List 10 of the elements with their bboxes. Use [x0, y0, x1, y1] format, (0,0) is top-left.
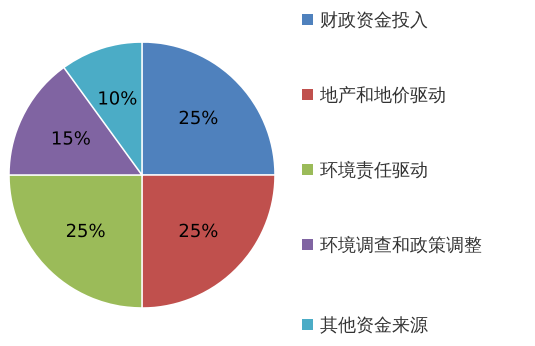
legend-label: 环境调查和政策调整 — [320, 234, 482, 256]
data-label: 25% — [178, 108, 218, 130]
data-label: 15% — [50, 128, 91, 150]
legend-label: 地产和地价驱动 — [319, 84, 446, 106]
legend-label: 财政资金投入 — [320, 10, 428, 30]
legend-label: 环境责任驱动 — [320, 160, 428, 180]
data-label: 25% — [66, 220, 106, 242]
legend-label: 其他资金来源 — [320, 314, 428, 336]
data-label: 25% — [178, 220, 218, 242]
data-label: 10% — [97, 88, 138, 110]
